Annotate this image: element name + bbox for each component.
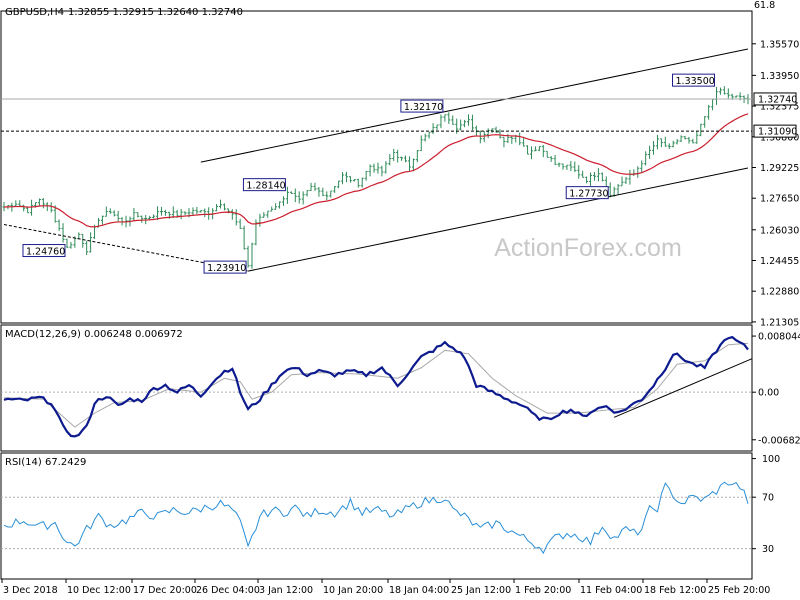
macd-title: MACD(12,26,9) 0.006248 0.006972 (5, 329, 183, 340)
price-tick-label: 1.22880 (760, 287, 799, 298)
symbol-label: GBPUSD,H4 (5, 7, 64, 18)
time-tick-label: 11 Feb 04:00 (580, 585, 642, 596)
time-tick-label: 10 Jan 20:00 (323, 585, 383, 596)
rsi-panel-frame[interactable] (0, 452, 753, 580)
time-tick-label: 18 Jan 04:00 (389, 585, 449, 596)
time-tick-label: 25 Feb 20:00 (708, 585, 770, 596)
swing-label-box (400, 99, 444, 113)
rsi-plot (1, 481, 752, 555)
time-tick-label: 3 Jan 12:00 (259, 585, 313, 596)
time-tick-label: 26 Dec 04:00 (196, 585, 260, 596)
current-price-tag (753, 92, 797, 106)
macd-signal-line (3, 342, 749, 428)
time-tick-label: 25 Jan 12:00 (451, 585, 511, 596)
time-tick-label: 18 Feb 12:00 (644, 585, 706, 596)
time-tick-label: 3 Dec 2018 (3, 585, 58, 596)
macd-tick-label: 0.00 (758, 388, 779, 399)
level-price-tag (753, 124, 797, 138)
macd-tick-label: 0.008044 (758, 332, 800, 343)
swing-label-box (242, 178, 286, 192)
macd-plot (1, 335, 753, 438)
time-tick-label: 1 Feb 20:00 (515, 585, 571, 596)
price-tick-label: 1.32375 (760, 102, 799, 113)
macd-panel-frame[interactable] (0, 324, 753, 452)
macd-line (3, 335, 749, 438)
swing-label-text: 1.33500 (676, 76, 715, 87)
rsi-tick-label: 30 (762, 544, 774, 555)
swing-label-text: 1.23910 (207, 263, 246, 274)
swing-label-text: 1.24760 (26, 247, 65, 258)
price-tick-label: 1.30800 (760, 132, 799, 143)
time-tick-label: 10 Dec 12:00 (67, 585, 131, 596)
swing-label-box (565, 186, 609, 200)
rsi-title: RSI(14) 67.2429 (5, 457, 86, 468)
rsi-tick-label: 70 (762, 493, 774, 504)
price-tick-label: 1.26030 (760, 225, 799, 236)
price-tick-label: 1.21305 (760, 317, 799, 328)
swing-label-box (203, 260, 247, 274)
corner-fib-label: 61.8 (754, 0, 775, 11)
watermark: ActionForex.com (494, 234, 682, 262)
price-tick-label: 1.27650 (760, 194, 799, 205)
price-panel-frame[interactable] (0, 10, 753, 324)
level-price-tag-text: 1.31090 (758, 127, 797, 138)
axes: 1.35570 1.33950 1.32375 1.30800 1.29225 1.276… (1, 39, 800, 596)
swing-label-text: 1.28140 (246, 181, 285, 192)
swing-label-text: 1.32170 (404, 102, 443, 113)
macd-trend-line (613, 358, 753, 418)
swing-label-box (22, 244, 66, 258)
price-tick-label: 1.33950 (760, 71, 799, 82)
moving-average-line (3, 113, 749, 228)
price-tick-label: 1.24455 (760, 256, 799, 267)
swing-label-text: 1.27730 (569, 189, 608, 200)
channel-upper-line (200, 48, 749, 163)
time-tick-label: 17 Dec 20:00 (133, 585, 197, 596)
rsi-tick-label: 100 (762, 454, 780, 465)
swing-label-box (672, 73, 716, 87)
channel-lower-line (247, 167, 749, 272)
ohlc-values: 1.32855 1.32915 1.32640 1.32740 (68, 7, 243, 18)
price-tick-label: 1.29225 (760, 163, 799, 174)
price-tick-label: 1.35570 (760, 39, 799, 50)
price-plot: 1.28140 1.24760 1.23910 1.32170 1.27730 1.335… (1, 48, 752, 274)
current-price-tag-text: 1.32740 (758, 94, 797, 105)
rsi-line (3, 481, 749, 555)
